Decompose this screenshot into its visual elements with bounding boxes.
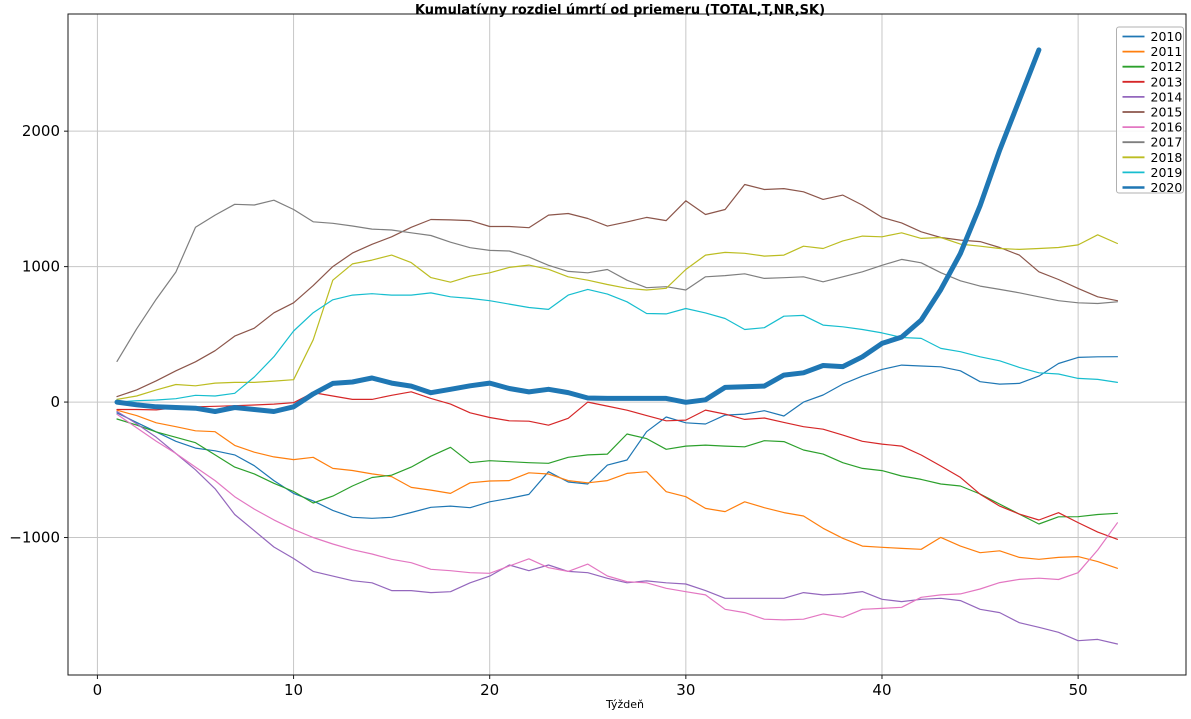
legend-label-2016: 2016 — [1151, 120, 1183, 135]
y-tick-label-1000: 1000 — [22, 258, 60, 276]
legend-item-2018: 2018 — [1122, 150, 1183, 165]
legend-item-2016: 2016 — [1122, 120, 1183, 135]
y-tick-label-2000: 2000 — [22, 122, 60, 140]
series-line-2013 — [116, 391, 1119, 540]
legend-box — [1116, 26, 1184, 194]
legend-label-2017: 2017 — [1151, 135, 1183, 150]
legend-item-2011: 2011 — [1122, 44, 1183, 59]
y-tick-label--1000: −1000 — [9, 529, 60, 547]
legend-label-2011: 2011 — [1151, 44, 1183, 59]
x-tick-label-0: 0 — [93, 681, 103, 699]
series-line-2016 — [116, 413, 1119, 621]
series-line-2014 — [116, 410, 1119, 645]
x-tick-label-20: 20 — [480, 681, 499, 699]
legend-label-2012: 2012 — [1151, 59, 1183, 74]
series-line-2010 — [116, 356, 1119, 519]
legend-label-2013: 2013 — [1151, 74, 1183, 89]
legend-label-2018: 2018 — [1151, 150, 1183, 165]
series-line-2015 — [116, 183, 1119, 398]
x-axis-label: Týždeň — [605, 698, 645, 711]
x-tick-label-40: 40 — [872, 681, 891, 699]
legend-item-2020: 2020 — [1122, 180, 1183, 195]
series-line-2019 — [116, 288, 1119, 403]
legend-label-2020: 2020 — [1151, 180, 1183, 195]
legend-item-2012: 2012 — [1122, 59, 1183, 74]
series-line-2018 — [116, 232, 1119, 400]
plot-border — [67, 13, 1187, 676]
legend-label-2014: 2014 — [1151, 89, 1183, 104]
legend-item-2015: 2015 — [1122, 105, 1183, 120]
legend: 2010201120122013201420152016201720182019… — [1116, 26, 1184, 195]
legend-item-2013: 2013 — [1122, 74, 1183, 89]
series-line-2011 — [116, 409, 1119, 569]
x-tick-label-30: 30 — [676, 681, 695, 699]
series-line-2012 — [116, 418, 1119, 525]
legend-item-2010: 2010 — [1122, 29, 1183, 44]
y-tick-label-0: 0 — [50, 393, 60, 411]
chart-title: Kumulatívny rozdiel úmrtí od priemeru (T… — [414, 3, 826, 18]
x-tick-label-50: 50 — [1069, 681, 1088, 699]
legend-label-2015: 2015 — [1151, 105, 1183, 120]
series-line-2020 — [114, 47, 1042, 414]
legend-label-2010: 2010 — [1151, 29, 1183, 44]
x-tick-label-10: 10 — [284, 681, 303, 699]
legend-label-2019: 2019 — [1151, 165, 1183, 180]
legend-item-2019: 2019 — [1122, 165, 1183, 180]
legend-item-2017: 2017 — [1122, 135, 1183, 150]
legend-item-2014: 2014 — [1122, 89, 1183, 104]
